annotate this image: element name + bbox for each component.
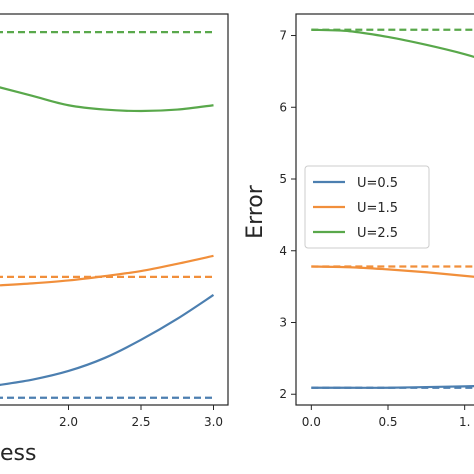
legend: U=0.5 U=1.5 U=2.5 xyxy=(304,165,430,249)
x-tick-label: 2.0 xyxy=(59,415,78,429)
series-line-solid-0 xyxy=(0,294,215,386)
x-tick-label: 0.0 xyxy=(302,415,321,429)
y-tick-label: 7 xyxy=(279,29,287,43)
legend-label: U=2.5 xyxy=(357,226,398,241)
right-plot-panel: 0.0 0.5 1. 2 3 4 5 6 7 xyxy=(279,13,474,429)
legend-box xyxy=(304,165,430,249)
y-tick-label: 4 xyxy=(279,244,287,258)
y-tick-label: 3 xyxy=(279,315,287,329)
series-line-solid-2 xyxy=(0,86,214,113)
y-tick-label: 2 xyxy=(279,387,287,401)
right-y-axis-label: Error xyxy=(243,184,268,239)
series-line-solid-1 xyxy=(311,265,474,278)
legend-label: U=1.5 xyxy=(357,201,398,216)
left-x-axis-label: ess xyxy=(0,441,36,466)
x-tick-label: 3.0 xyxy=(204,415,223,429)
x-tick-label: 1. xyxy=(459,415,470,429)
plot-frame xyxy=(0,13,229,406)
legend-label: U=0.5 xyxy=(357,176,398,191)
x-tick-label: 2.5 xyxy=(131,415,150,429)
left-plot-panel: 2.0 2.5 3.0 xyxy=(0,13,229,429)
x-tick-label: 0.5 xyxy=(378,415,397,429)
series-line-solid-1 xyxy=(0,254,214,287)
y-tick-label: 5 xyxy=(279,172,287,186)
y-tick-label: 6 xyxy=(279,100,287,114)
series-line-solid-2 xyxy=(311,28,474,59)
